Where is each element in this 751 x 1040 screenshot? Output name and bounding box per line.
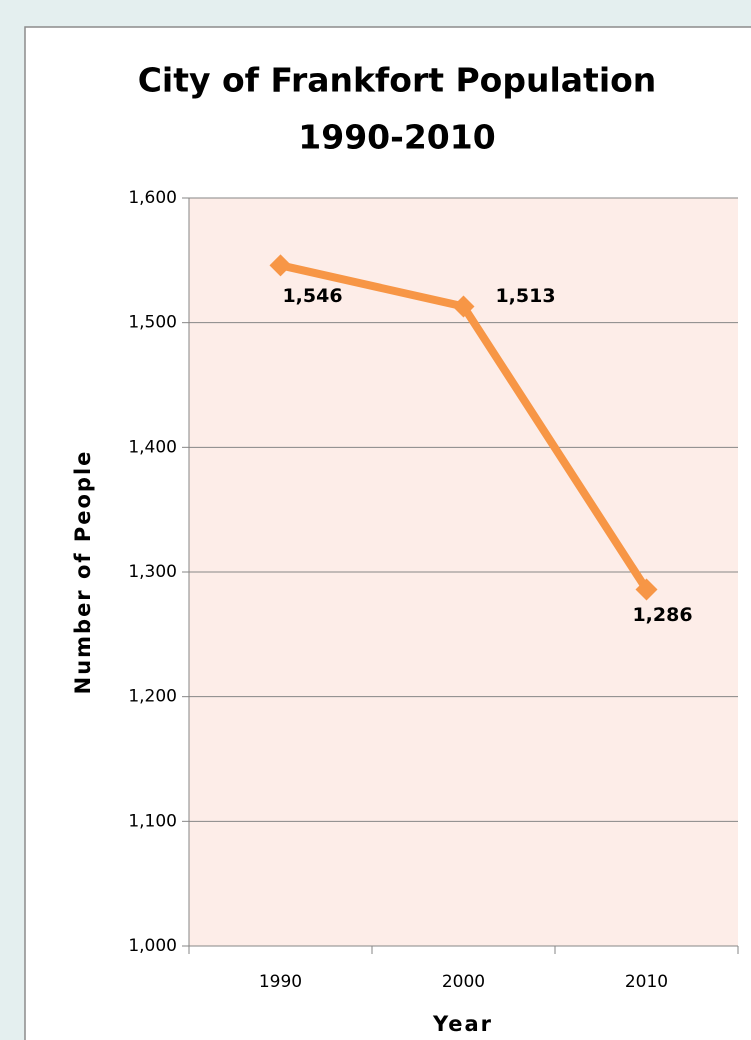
chart-title: City of Frankfort Population bbox=[138, 61, 657, 100]
chart-title: 1990-2010 bbox=[298, 118, 495, 157]
y-tick-label: 1,000 bbox=[128, 936, 177, 956]
y-tick-label: 1,600 bbox=[128, 188, 177, 208]
y-tick-label: 1,300 bbox=[128, 562, 177, 582]
y-axis-title: Number of People bbox=[71, 450, 95, 695]
marker bbox=[269, 254, 292, 277]
data-label: 1,546 bbox=[282, 285, 342, 307]
marker bbox=[635, 578, 658, 601]
y-tick-label: 1,100 bbox=[128, 811, 177, 831]
data-label: 1,286 bbox=[632, 604, 692, 626]
y-tick-label: 1,200 bbox=[128, 687, 177, 707]
x-tick-label: 2000 bbox=[442, 972, 485, 992]
x-tick-label: 1990 bbox=[259, 972, 302, 992]
y-tick-label: 1,400 bbox=[128, 437, 177, 457]
y-tick-label: 1,500 bbox=[128, 313, 177, 333]
x-axis-title: Year bbox=[432, 1012, 493, 1036]
x-tick-label: 2010 bbox=[625, 972, 668, 992]
data-label: 1,513 bbox=[495, 285, 555, 307]
marker bbox=[452, 295, 475, 318]
